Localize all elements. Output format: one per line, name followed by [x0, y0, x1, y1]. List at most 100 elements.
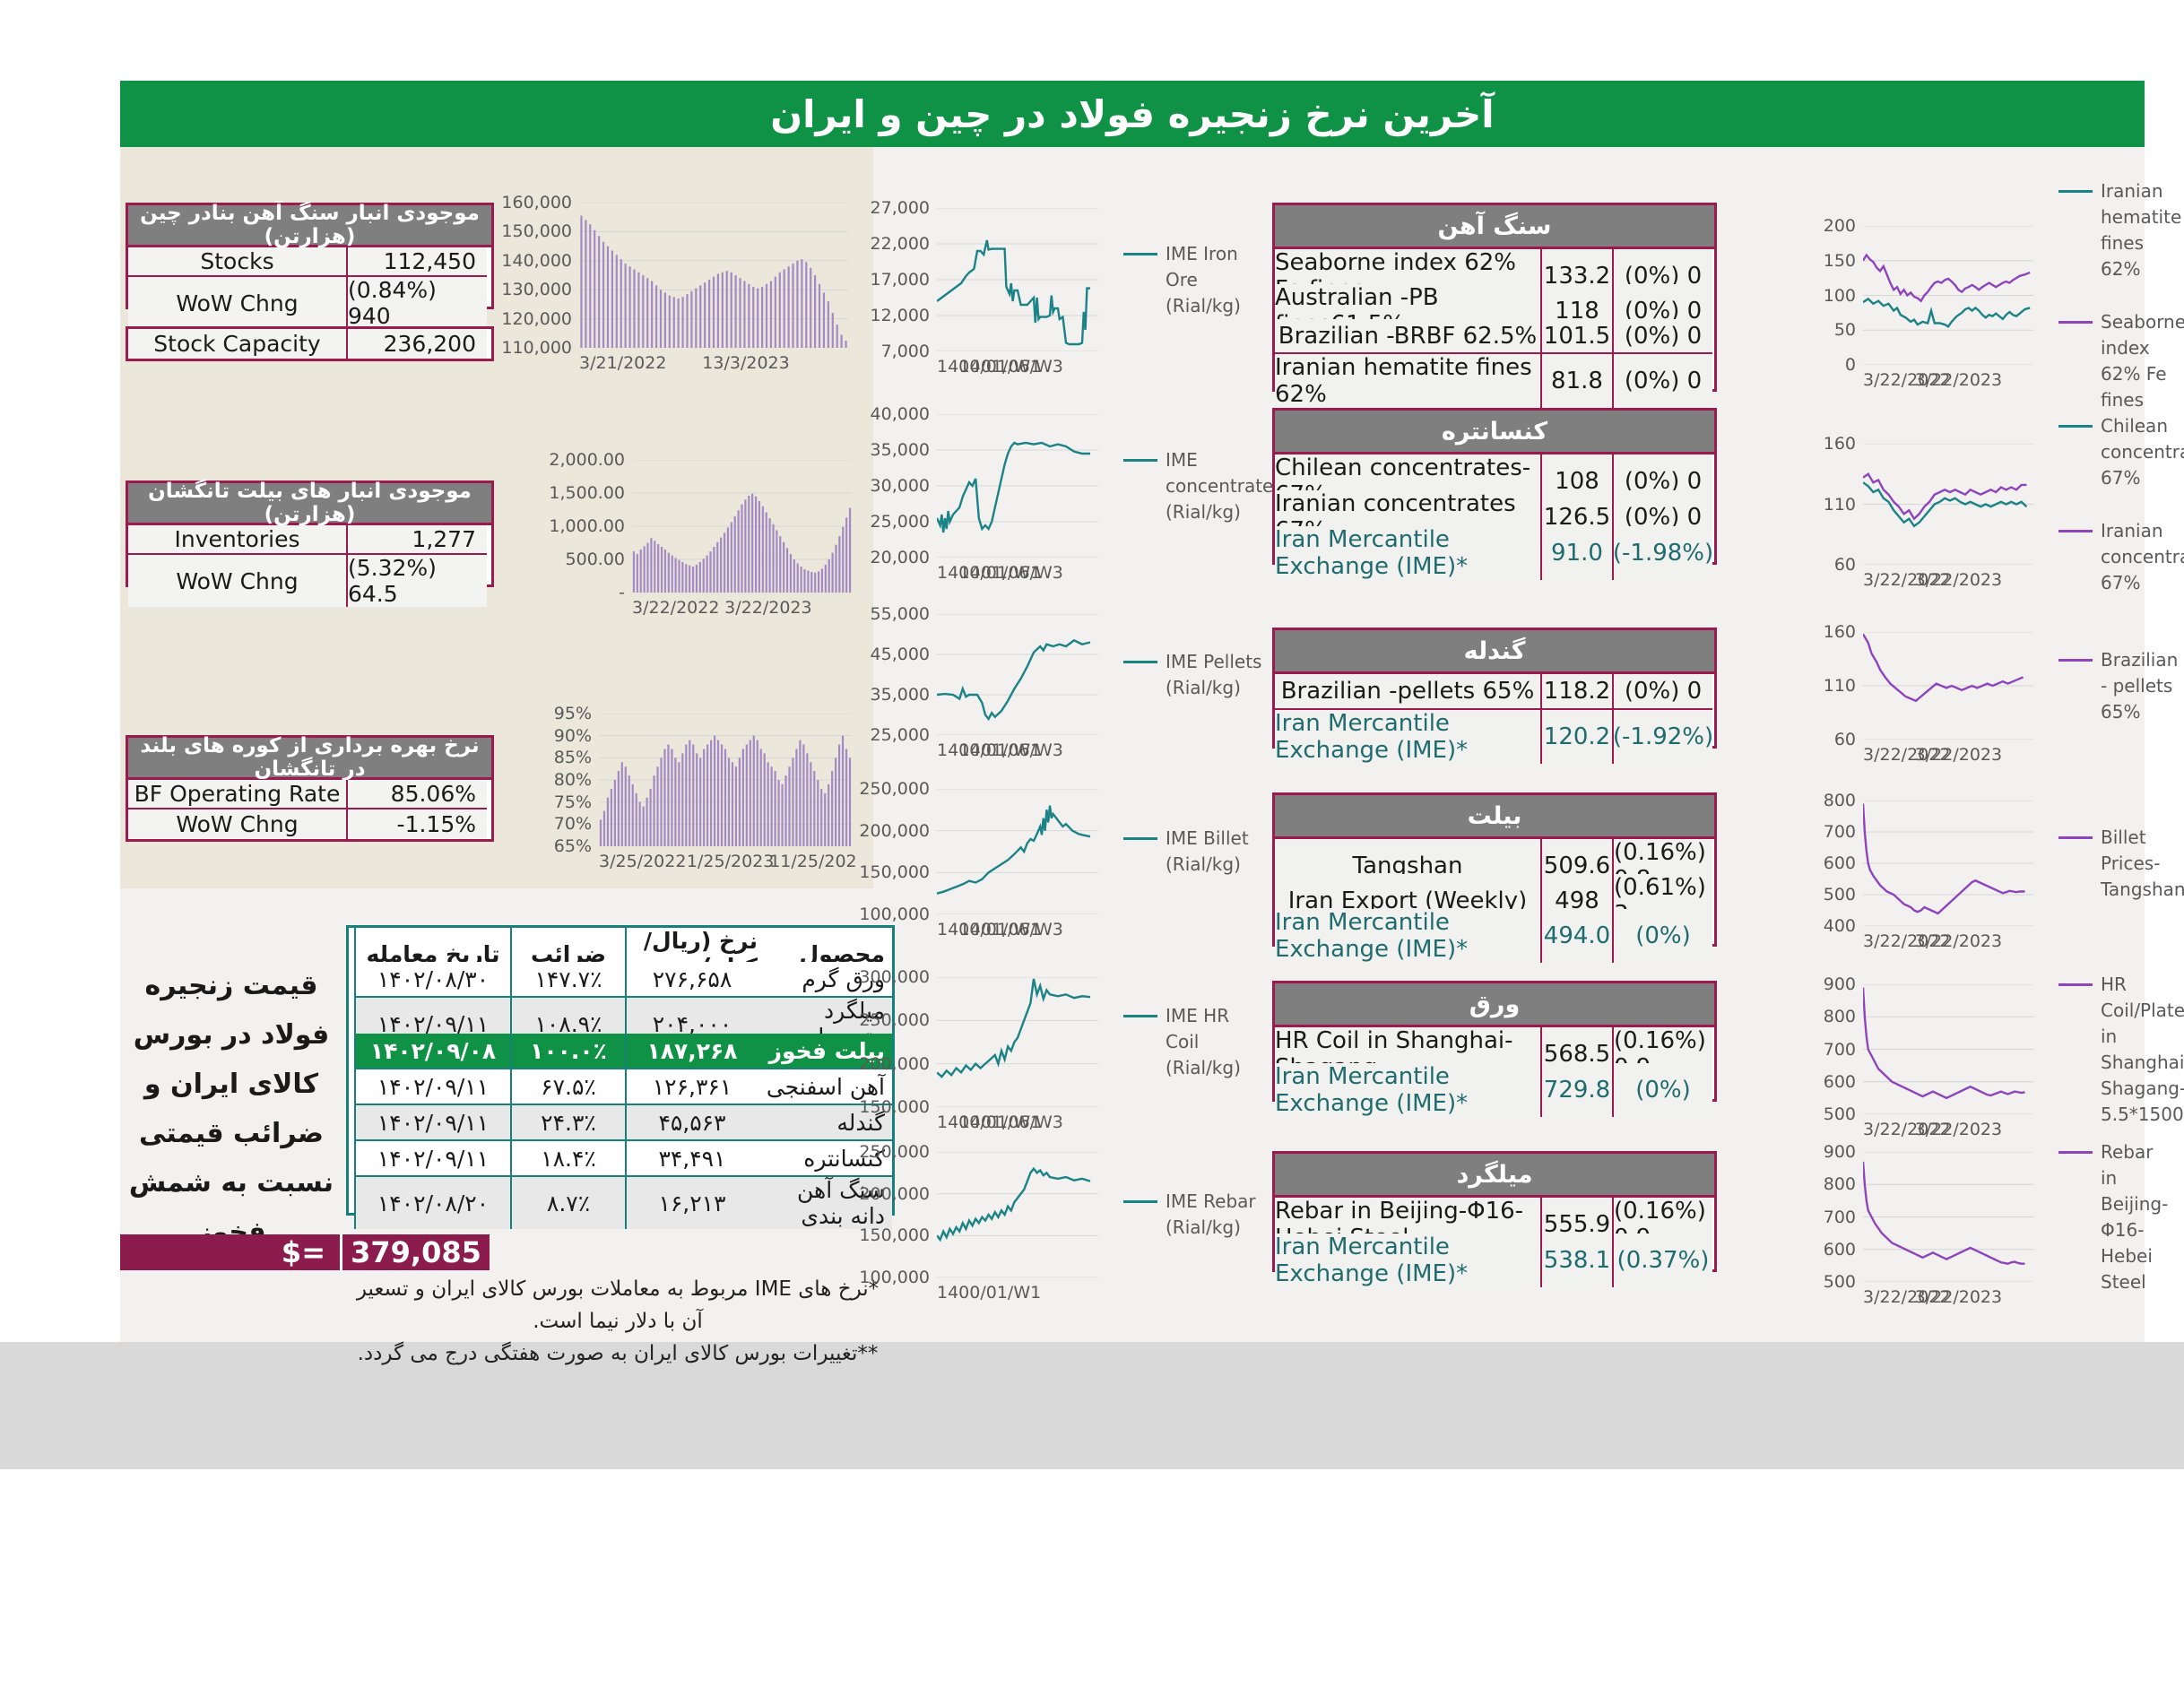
y-axis: 250,000 200,000 150,000 100,000: [859, 779, 930, 924]
trade-date: ۱۴۰۲/۰۸/۲۰: [354, 1177, 510, 1229]
product-name: گندله: [758, 1105, 892, 1141]
product-coef: ۲۴.۳٪: [510, 1105, 625, 1141]
x-axis: 3/22/2022 3/22/2023: [1863, 570, 2003, 590]
table-title: موجودی انبار سنگ آهن بنادر چین (هزارتن): [128, 202, 491, 248]
legend-label: IME HR Coil (Rial/kg): [1166, 1005, 1241, 1078]
y-axis: 160,000 150,000 140,000 130,000 120,000 110,0…: [501, 193, 572, 358]
plot-area: [1863, 1152, 2033, 1282]
table-sheet: ورق HR Coil in Shanghai-Shagang 568.5 (0…: [1272, 981, 1717, 1117]
legend: Chilean concentrates-67% Iranian concentr…: [2058, 415, 2184, 593]
y-axis: 250,000 200,000 150,000 100,000: [859, 1142, 930, 1287]
table-billet-inventories: موجودی انبار های بیلت تانگشان (هزارتن) I…: [126, 480, 494, 607]
table-title: میلگرد: [1275, 1154, 1714, 1198]
y-axis: 900 800 700 600 500: [1823, 974, 1856, 1124]
table-row-ime: Iran Mercantile Exchange (IME)* 538.1 (0…: [1275, 1234, 1714, 1287]
trade-date: ۱۴۰۲/۰۹/۱۱: [354, 1141, 510, 1177]
table-title: سنگ آهن: [1275, 205, 1714, 249]
row-value: 120.2: [1540, 710, 1612, 764]
row-change: (-1.98%): [1612, 526, 1713, 580]
table-row: Iran Export (Weekly) 498 (0.61%) 3: [1275, 874, 1714, 930]
table-row-ime: Iran Mercantile Exchange (IME)* 494.0 (0…: [1275, 909, 1714, 963]
legend: Rebar in Beijing-Φ16-Hebei Steel: [2058, 1141, 2168, 1293]
y-axis: 800 700 600 500 400: [1823, 791, 1856, 936]
row-label: Inventories: [128, 525, 346, 555]
bottom-band: [0, 1342, 2184, 1469]
row-label: Iran Mercantile Exchange (IME)*: [1275, 526, 1540, 580]
legend-line-swatch: [1123, 458, 1157, 462]
table-bf-operating-rate: نرخ بهره برداری از کوره های بلند در تانگ…: [126, 734, 494, 842]
table-row: HR Coil in Shanghai-Shagang 568.5 (0.16%…: [1275, 1027, 1714, 1083]
y-axis: 160 110 60: [1823, 434, 1856, 575]
table-row: Stock Capacity 236,200: [128, 329, 491, 359]
legend-label: Iranian concentrates 67%: [2101, 519, 2184, 593]
legend-line-swatch: [1123, 660, 1157, 663]
table-row-ime: Iran Mercantile Exchange (IME)* 91.0 (-1…: [1275, 526, 1714, 580]
row-value: -1.15%: [346, 809, 487, 839]
table-row: Tangshan 509.6 (0.16%) 0.8: [1275, 839, 1714, 895]
footnote-2: **تغییرات بورس کالای ایران به صورت هفتگی…: [357, 1342, 879, 1365]
legend: Brazilian - pellets 65%: [2058, 632, 2178, 740]
table-title: گندله: [1275, 630, 1714, 674]
trade-date: ۱۴۰۲/۰۹/۱۱: [354, 1069, 510, 1105]
chart-rebar-beijing: 900 800 700 600 500 3/22/2022 3/22/2023 Rebar…: [1824, 1141, 2169, 1309]
table-row: Australian -PB fines61.5% 118 (0%) 0: [1275, 284, 1714, 340]
x-axis: 3/21/2022 13/3/2023: [579, 353, 790, 373]
x-axis: 3/22/2022 3/22/2023: [1863, 745, 2003, 765]
legend-label: Chilean concentrates-67%: [2101, 414, 2184, 489]
plot-area: [1863, 984, 2033, 1114]
chart-hr-coil-shanghai: 900 800 700 600 500 3/22/2022 3/22/2023 HR Co…: [1823, 974, 2184, 1141]
row-change: (0%): [1612, 1063, 1712, 1117]
y-axis: 40,000 35,000 30,000 25,000 20,000: [870, 404, 930, 567]
row-label: Brazilian -BRBF 62.5%: [1275, 319, 1540, 354]
row-change: (0.37%): [1612, 1234, 1712, 1287]
legend-label: HR Coil/Plate in Shanghai-Shagang-5.5*15…: [2101, 973, 2184, 1125]
table-iron-ore: سنگ آهن Seaborne index 62% Fe fines 133.…: [1272, 203, 1717, 408]
row-label: BF Operating Rate: [128, 780, 346, 809]
table-title: کنسانتره: [1275, 411, 1714, 454]
chart-ime-billet: 250,000 200,000 150,000 100,000 1400/01/W1 1…: [859, 779, 1267, 941]
product-price: ۲۷۶,۶۵۸: [625, 962, 758, 998]
row-value: 91.0: [1540, 526, 1612, 580]
row-value: 81.8: [1540, 354, 1612, 408]
x-axis: 1400/01/W1: [937, 1283, 1042, 1303]
plot-area: [632, 460, 852, 593]
row-label: Iran Mercantile Exchange (IME)*: [1275, 1063, 1540, 1117]
plot-area: [937, 208, 1098, 351]
table-row: Iranian concentrates 67% 126.5 (0%) 0: [1275, 490, 1714, 546]
page-title: آخرین نرخ زنجیره فولاد در چین و ایران: [770, 91, 1495, 136]
x-axis: 1400/01/W1 1401/06/W3: [937, 563, 1063, 583]
legend-line-swatch: [2058, 529, 2093, 532]
plot-area: [1863, 226, 2033, 365]
legend-line-swatch: [2058, 189, 2093, 193]
product-coef: ۶۷.۵٪: [510, 1069, 625, 1105]
product-name: سنگ آهن دانه بندی: [758, 1177, 892, 1229]
price-row-medium-rebar: میلگرد متوسط ۲۰۴,۰۰۰ ۱۰۸.۹٪ ۱۴۰۲/۰۹/۱۱: [349, 998, 892, 1052]
plot-area: [1863, 801, 2033, 926]
price-row-iron-ore-lump: سنگ آهن دانه بندی ۱۶,۲۱۳ ۸.۷٪ ۱۴۰۲/۰۸/۲۰: [349, 1177, 892, 1229]
legend-label: IME Pellets (Rial/kg): [1166, 650, 1262, 698]
row-value: 729.8: [1540, 1063, 1612, 1117]
y-axis: 2,000.00 1,500.00 1,000.00 500.00-: [549, 450, 625, 602]
table-title: موجودی انبار های بیلت تانگشان (هزارتن): [128, 480, 491, 526]
row-value: (5.32%) 64.5: [346, 555, 487, 607]
y-axis: 200 150 100 50 0: [1823, 216, 1856, 375]
row-value: 494.0: [1540, 909, 1612, 963]
legend-label: Billet Prices-Tangshan: [2101, 826, 2184, 900]
row-change: (0%) 0: [1612, 674, 1712, 710]
legend-line-swatch: [2058, 835, 2093, 839]
plot-area: [1863, 444, 2033, 565]
table-row: Stocks 112,450: [128, 247, 491, 277]
table-pellet: گندله Brazilian -pellets 65% 118.2 (0%) …: [1272, 628, 1717, 764]
price-row-fakhooz-billet-highlight: بیلت فخوز ۱۸۷,۲۶۸ ۱۰۰.۰٪ ۱۴۰۲/۰۹/۰۸: [349, 1034, 892, 1069]
legend-line-swatch: [1123, 1015, 1157, 1017]
legend-label: IME Iron Ore (Rial/kg): [1166, 242, 1241, 316]
row-label: WoW Chng: [128, 277, 346, 329]
x-axis: 3/22/2022 3/22/2023: [1863, 370, 2003, 390]
plot-area: [937, 614, 1098, 735]
dollar-rate-bar: $= 379,085: [120, 1234, 490, 1270]
legend: IME Billet (Rial/kg): [1123, 789, 1267, 914]
row-change: (0%): [1612, 909, 1712, 963]
legend-label: Seaborne index 62% Fe fines: [2101, 310, 2184, 411]
plot-area: [937, 977, 1098, 1107]
